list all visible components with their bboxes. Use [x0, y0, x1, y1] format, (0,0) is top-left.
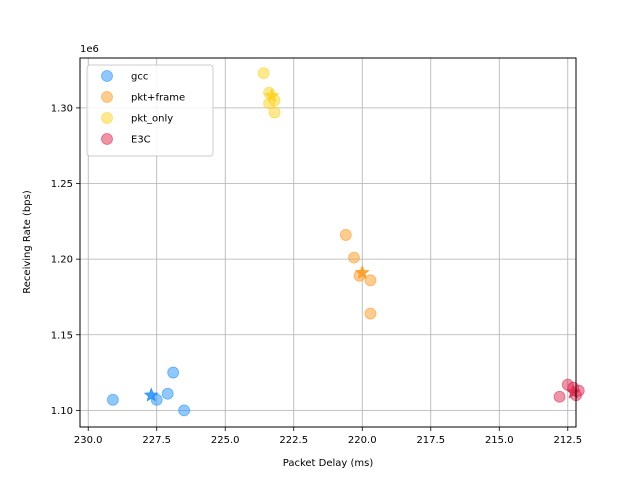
point-e3c [553, 390, 566, 403]
point-pkt-frame [364, 307, 377, 320]
point-pkt-only [268, 106, 281, 119]
legend-marker-gcc [101, 70, 113, 82]
legend-marker-e3c [101, 133, 113, 145]
legend-label-e3c: E3C [131, 135, 151, 146]
legend-marker-pkt-frame [101, 91, 113, 103]
legend-label-pkt-only: pkt_only [131, 114, 173, 125]
y-tick-label: 1.30 [51, 103, 73, 114]
mean-marker-pkt-frame [354, 264, 370, 280]
plot-frame [79, 57, 577, 428]
data-points [106, 67, 585, 417]
x-tick-label: 220.0 [348, 435, 377, 446]
x-axis-label: Packet Delay (ms) [283, 458, 374, 469]
point-pkt-only [257, 67, 270, 80]
point-pkt-frame [339, 229, 352, 241]
point-gcc [106, 393, 119, 406]
mean-marker-gcc [143, 387, 159, 402]
legend-marker-pkt-only [101, 112, 113, 124]
y-axis-label: Receiving Rate (bps) [22, 190, 33, 294]
x-tick-label: 225.0 [211, 435, 240, 446]
x-tick-label: 227.5 [142, 435, 171, 446]
y-tick-label: 1.25 [51, 179, 73, 190]
x-tick-label: 212.5 [553, 435, 582, 446]
point-gcc [161, 387, 174, 400]
y-offset-label: 1e6 [80, 44, 99, 55]
x-tick-label: 215.0 [485, 435, 514, 446]
legend-label-pkt-frame: pkt+frame [131, 93, 185, 104]
y-tick-label: 1.10 [51, 406, 73, 417]
legend-box [86, 64, 214, 157]
x-tick-label: 222.5 [279, 435, 308, 446]
point-gcc [178, 404, 191, 417]
axis-ticks: 230.0 227.5 225.0 222.5 220.0 217.5 215.0 212.5… [51, 103, 582, 446]
mean-marker-pkt-only [264, 87, 280, 103]
point-pkt-frame [364, 274, 377, 287]
legend-label-gcc: gcc [131, 72, 148, 83]
point-gcc [167, 366, 180, 379]
x-tick-label: 230.0 [74, 435, 103, 446]
point-pkt-frame [348, 251, 360, 264]
y-tick-label: 1.20 [51, 255, 73, 266]
y-tick-label: 1.15 [51, 330, 73, 341]
mean-marker-e3c [565, 384, 581, 399]
legend: gcc pkt+frame pkt_only E3C [86, 64, 214, 157]
x-tick-label: 217.5 [416, 435, 445, 446]
grid [80, 58, 576, 427]
